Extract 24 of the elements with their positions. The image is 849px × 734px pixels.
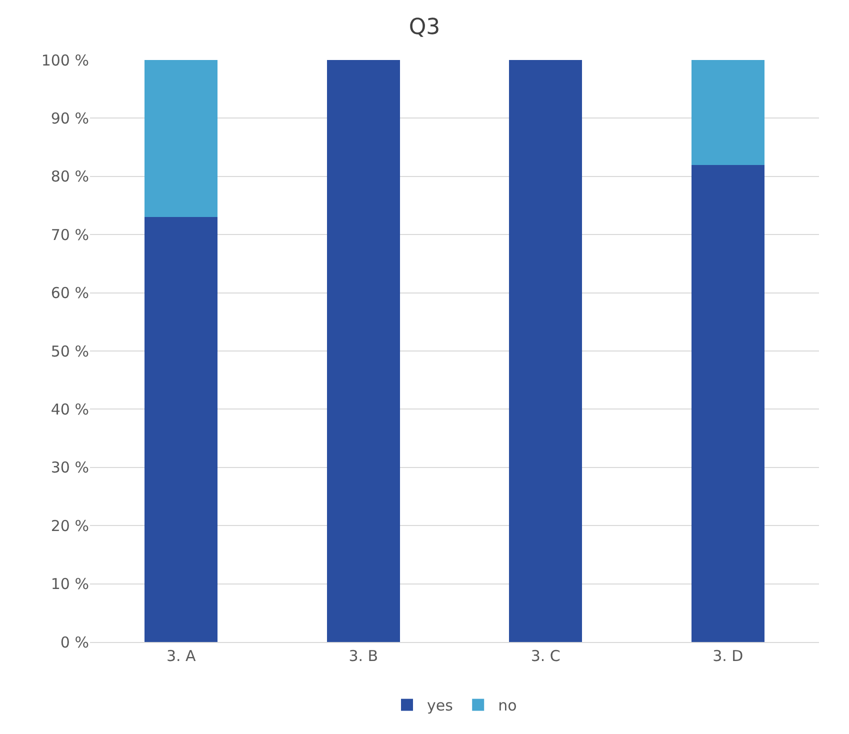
y-tick-label: 80 %: [50, 168, 89, 186]
bar: [326, 60, 400, 642]
x-tick-label: 3. A: [166, 647, 197, 665]
y-tick-label: 10 %: [50, 575, 89, 594]
y-tick-label: 40 %: [50, 400, 89, 418]
x-tick-label: 3. C: [530, 647, 560, 665]
y-tick-label: 20 %: [50, 516, 89, 535]
y-tick-label: 50 %: [50, 342, 89, 360]
bar: [509, 60, 582, 642]
y-tick-label: 30 %: [50, 458, 89, 477]
bar: [691, 60, 764, 165]
bar: [144, 60, 218, 218]
bar: [144, 217, 218, 642]
y-tick-label: 0 %: [60, 633, 89, 652]
y-tick-label: 60 %: [50, 284, 89, 302]
x-tick-label: 3. D: [712, 647, 744, 665]
x-tick-label: 3. B: [348, 647, 378, 665]
bar: [691, 164, 764, 642]
legend-label: no: [498, 696, 517, 715]
legend-label: yes: [427, 696, 454, 715]
y-tick-label: 100 %: [41, 51, 89, 70]
y-tick-label: 70 %: [50, 226, 89, 244]
y-tick-label: 90 %: [50, 109, 89, 128]
chart-title: Q3: [408, 14, 440, 40]
